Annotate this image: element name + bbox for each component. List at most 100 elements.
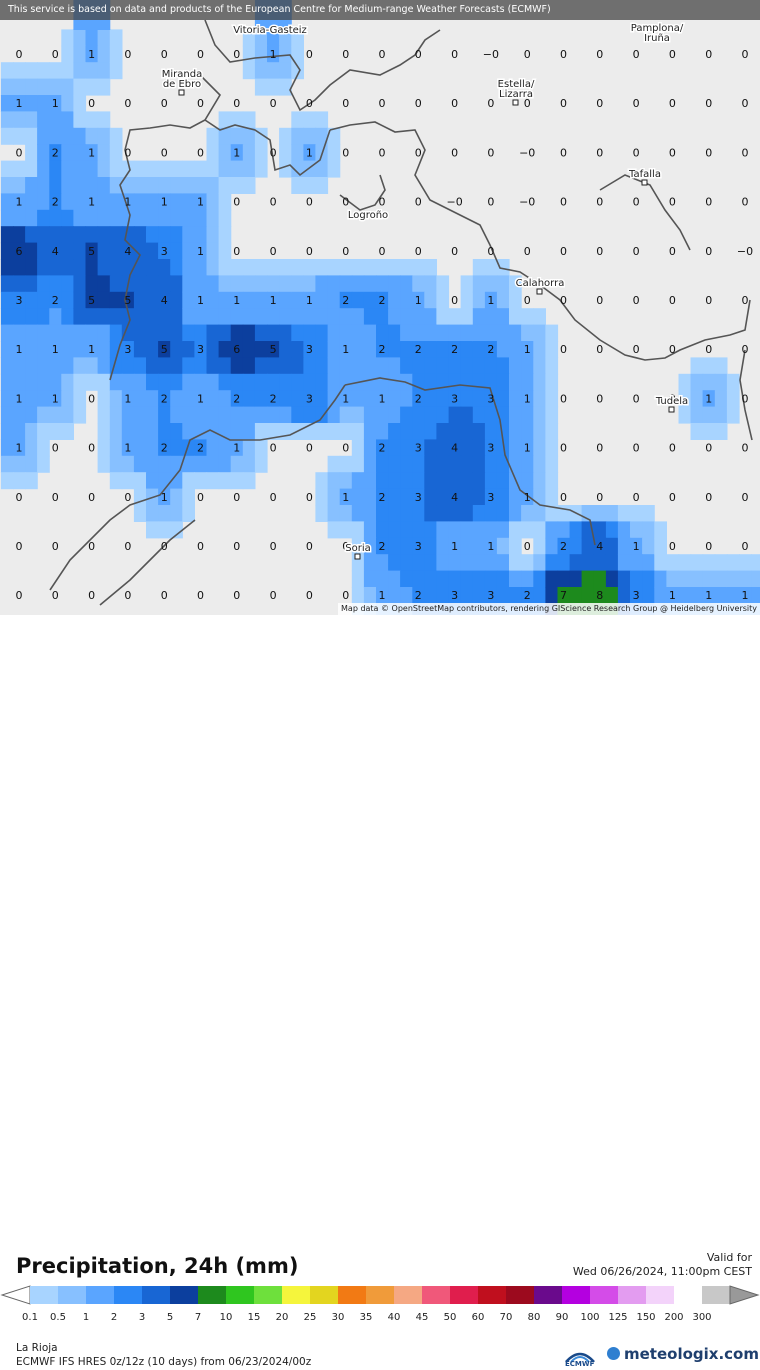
precip-value: 0: [705, 343, 712, 356]
precip-cell: [73, 127, 87, 145]
precip-value: 1: [197, 245, 204, 258]
precip-cell: [376, 488, 389, 506]
precip-cell: [13, 406, 26, 424]
precip-value: 3: [487, 491, 494, 504]
precip-value: 0: [342, 48, 349, 61]
precip-value: 1: [379, 392, 386, 405]
precip-value: 4: [52, 245, 59, 258]
precip-cell: [37, 439, 50, 457]
precip-cell: [13, 291, 26, 309]
precip-cell: [13, 308, 26, 326]
precip-cell: [472, 275, 486, 293]
precip-cell: [291, 160, 304, 178]
meteologix-logo[interactable]: meteologix.com: [607, 1345, 759, 1363]
precip-cell: [230, 324, 244, 342]
precip-cell: [49, 111, 62, 129]
precip-cell: [133, 160, 147, 178]
ecmwf-label: ECMWF: [565, 1360, 595, 1368]
precip-cell: [85, 62, 99, 80]
precip-cell: [230, 144, 244, 162]
precip-cell: [25, 242, 38, 260]
precip-value: 2: [379, 294, 386, 307]
precip-cell: [739, 587, 752, 604]
precip-cell: [146, 341, 159, 358]
precip-cell: [642, 505, 655, 522]
precip-cell: [133, 390, 147, 408]
precip-cell: [49, 373, 62, 391]
precip-cell: [85, 127, 99, 145]
precip-cell: [678, 587, 692, 604]
precip-cell: [472, 357, 486, 375]
scale-label: 150: [636, 1312, 656, 1323]
precip-cell: [13, 193, 26, 211]
precip-cell: [109, 177, 123, 194]
precip-cell: [218, 341, 232, 358]
precip-value: 4: [124, 245, 131, 258]
precip-cell: [267, 406, 280, 424]
precip-cell: [230, 357, 244, 375]
precip-cell: [25, 341, 38, 358]
precip-cell: [37, 193, 50, 211]
precip-cell: [726, 390, 740, 408]
precip-cell: [726, 373, 740, 391]
precip-cell: [170, 521, 183, 539]
precip-cell: [73, 357, 87, 375]
precip-cell: [194, 390, 208, 408]
precipitation-map[interactable]: 0 0 1 0 0 0 0 1 0 0 0 0 0 −0 0 0 0 0 0 0 0 1 1 0 0 0 0 0 0 0 0 0 0 0 0 0 0 0 0…: [0, 0, 760, 615]
precip-cell: [230, 373, 244, 391]
precip-cell: [37, 160, 50, 178]
precip-cell: [714, 357, 728, 375]
precip-cell: [690, 554, 704, 572]
scale-label: 60: [471, 1312, 485, 1323]
precip-cell: [496, 455, 510, 473]
precip-value: 0: [560, 48, 567, 61]
precip-cell: [13, 78, 26, 96]
precip-cell: [146, 505, 159, 522]
precip-value: 0: [524, 540, 531, 553]
precip-cell: [702, 423, 716, 440]
precip-cell: [472, 291, 486, 309]
precip-cell: [617, 505, 631, 522]
precip-cell: [49, 357, 62, 375]
precip-value: 1: [524, 343, 531, 356]
precip-value: 0: [415, 48, 422, 61]
precip-cell: [412, 423, 425, 440]
precip-cell: [617, 537, 631, 555]
precip-cell: [97, 439, 111, 457]
precip-cell: [327, 291, 341, 309]
color-scale-bar: [0, 1285, 760, 1305]
precip-value: 4: [596, 540, 603, 553]
precip-value: 2: [52, 196, 59, 209]
precip-value: 0: [306, 442, 313, 455]
precip-cell: [37, 275, 50, 293]
precip-value: 0: [451, 294, 458, 307]
precip-cell: [617, 587, 631, 604]
precip-cell: [0, 324, 14, 342]
precip-cell: [315, 111, 329, 129]
precip-cell: [557, 537, 571, 555]
precip-cell: [230, 111, 244, 129]
precip-value: 5: [88, 245, 95, 258]
precip-cell: [545, 406, 559, 424]
precip-cell: [460, 505, 474, 522]
precip-cell: [37, 324, 50, 342]
precip-cell: [436, 406, 450, 424]
precip-cell: [388, 406, 401, 424]
precip-cell: [291, 177, 304, 194]
border-line: [344, 377, 596, 546]
precip-cell: [206, 177, 220, 194]
precip-value: 0: [306, 589, 313, 602]
precip-cell: [388, 472, 401, 490]
precip-value: 1: [742, 589, 749, 602]
precip-cell: [170, 390, 183, 408]
precip-cell: [73, 78, 87, 96]
precip-cell: [25, 406, 38, 424]
precip-cell: [109, 62, 123, 80]
precip-value: 0: [487, 245, 494, 258]
precip-cell: [25, 291, 38, 309]
precip-value: 0: [233, 491, 240, 504]
precip-cell: [291, 357, 304, 375]
precip-value: 0: [524, 97, 531, 110]
precip-cell: [61, 144, 74, 162]
precip-value: 0: [88, 589, 95, 602]
